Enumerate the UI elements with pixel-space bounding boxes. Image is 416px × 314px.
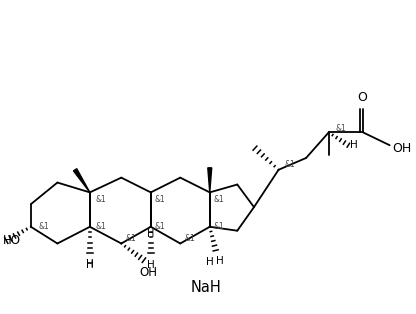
Text: H: H xyxy=(350,140,358,150)
Text: &1: &1 xyxy=(214,195,225,204)
Text: &1: &1 xyxy=(96,222,106,231)
Text: &1: &1 xyxy=(155,195,166,204)
Text: OH: OH xyxy=(393,142,412,155)
Text: OH: OH xyxy=(140,266,158,279)
Text: HO: HO xyxy=(3,234,21,247)
Text: &1: &1 xyxy=(184,234,195,243)
Text: H: H xyxy=(206,257,214,267)
Text: &1: &1 xyxy=(125,234,136,243)
Text: &1: &1 xyxy=(336,124,346,133)
Text: O: O xyxy=(357,91,367,104)
Text: H: H xyxy=(86,259,94,269)
Text: NaH: NaH xyxy=(191,280,221,295)
Text: H: H xyxy=(147,229,154,239)
Text: &1: &1 xyxy=(285,160,295,169)
Text: H: H xyxy=(147,260,155,270)
Text: &1: &1 xyxy=(96,195,106,204)
Text: H: H xyxy=(86,260,94,270)
Text: &1: &1 xyxy=(155,222,166,231)
Polygon shape xyxy=(208,168,212,192)
Text: H: H xyxy=(216,256,223,266)
Polygon shape xyxy=(74,169,90,192)
Text: &1: &1 xyxy=(214,222,225,231)
Text: &1: &1 xyxy=(39,222,50,231)
